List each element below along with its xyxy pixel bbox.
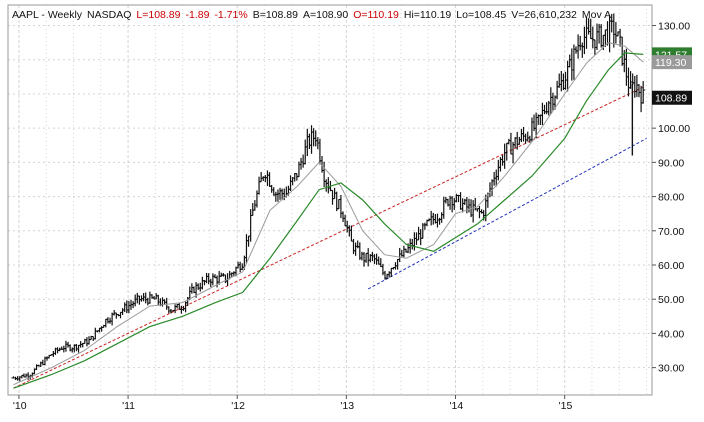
header-change-pct: -1.71% (214, 9, 247, 21)
x-tick-label: '12 (231, 400, 245, 412)
price-tag: 108.89 (652, 90, 692, 105)
y-tick-label: 60.00 (658, 260, 684, 272)
blue-trendline (367, 137, 647, 290)
x-tick-label: '15 (559, 400, 573, 412)
x-tick-label: '10 (13, 400, 27, 412)
header-exchange: NASDAQ (87, 9, 131, 21)
header-symbol: AAPL (12, 9, 39, 21)
price-tag: 119.30 (652, 55, 692, 70)
price-bar (641, 81, 646, 104)
header-ma-label: Mov A (582, 9, 611, 21)
moving-averages (13, 42, 644, 389)
y-tick-label: 130.00 (658, 21, 690, 33)
x-tick-label: '13 (340, 400, 354, 412)
header-high: Hi=110.19 (404, 9, 452, 21)
y-tick-label: 50.00 (658, 294, 684, 306)
x-tick-label: '14 (450, 400, 464, 412)
price-bars (11, 13, 646, 382)
red-trendline (13, 86, 644, 389)
header-last: L=108.89 (136, 9, 180, 21)
moving-average-fast (13, 42, 644, 386)
header-low: Lo=108.45 (456, 9, 506, 21)
chart-header: AAPL - Weekly NASDAQ L=108.89 -1.89 -1.71% B=… (12, 9, 611, 21)
y-tick-label: 70.00 (658, 226, 684, 238)
y-tick-label: 40.00 (658, 328, 684, 340)
price-tag-background (652, 90, 692, 105)
y-tick-label: 30.00 (658, 363, 684, 375)
y-tick-label: 100.00 (658, 123, 690, 135)
price-tag-label: 119.30 (655, 57, 686, 69)
header-open: O=110.19 (353, 9, 399, 21)
price-tag-label: 108.89 (655, 93, 687, 105)
trend-lines (13, 86, 647, 389)
header-bid: B=108.89 (253, 9, 298, 21)
header-period: Weekly (48, 9, 83, 21)
grid (8, 5, 652, 395)
moving-average-slow (13, 52, 644, 389)
x-tick-label: '11 (122, 400, 135, 412)
y-tick-label: 80.00 (658, 192, 684, 204)
y-tick-label: 90.00 (658, 157, 684, 169)
plot-border (7, 4, 653, 396)
header-separator: - (38, 9, 47, 21)
x-axis: '10 '11 '12 '13 '14 '15 (13, 395, 573, 412)
price-tag-background (652, 55, 692, 70)
header-volume: V=26,610,232 (511, 9, 577, 21)
header-change: -1.89 (185, 9, 209, 21)
header-ask: A=108.90 (303, 9, 348, 21)
